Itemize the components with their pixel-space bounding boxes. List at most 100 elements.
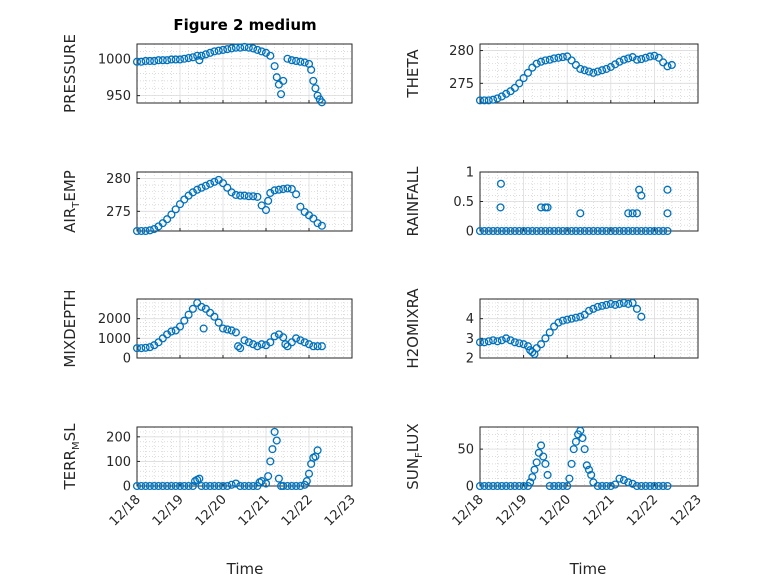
data-point — [236, 191, 245, 200]
data-point — [475, 481, 485, 491]
data-point — [317, 98, 326, 107]
data-point — [563, 481, 572, 491]
data-point — [497, 481, 506, 491]
data-point — [628, 479, 637, 488]
y-tick-label: 0 — [466, 480, 474, 495]
data-point — [550, 481, 559, 491]
data-point — [240, 336, 249, 345]
data-point — [558, 316, 567, 325]
panel-theta: 275 280 THETA — [404, 43, 699, 105]
data-point — [249, 481, 258, 491]
data-point — [628, 226, 637, 236]
y-axis-label: TERRMSL — [61, 423, 82, 491]
data-point — [175, 55, 185, 64]
data-point — [506, 336, 515, 345]
y-tick-label: 1000 — [98, 52, 131, 67]
y-tick-label: 0.5 — [453, 195, 474, 210]
data-point — [244, 192, 253, 201]
data-point — [576, 209, 585, 218]
data-point — [266, 338, 275, 347]
data-point — [249, 192, 258, 201]
data-point — [606, 481, 615, 491]
data-point — [218, 481, 228, 491]
data-point — [234, 342, 243, 351]
data-point — [497, 226, 506, 236]
data-point — [654, 481, 663, 491]
data-point — [188, 481, 197, 491]
data-point — [589, 304, 598, 313]
data-point — [175, 200, 185, 209]
data-point — [528, 473, 537, 482]
data-point — [270, 186, 279, 195]
data-point — [240, 42, 249, 51]
data-point — [593, 481, 602, 491]
data-point — [302, 477, 311, 486]
y-tick-label: 275 — [106, 205, 131, 220]
data-point — [554, 226, 563, 236]
data-point — [287, 184, 296, 194]
data-point — [283, 184, 292, 193]
data-point — [145, 226, 154, 235]
data-point — [195, 56, 204, 65]
data-point — [175, 481, 185, 491]
data-point — [313, 219, 322, 228]
data-point — [598, 301, 607, 310]
data-point — [536, 340, 546, 349]
data-point — [545, 226, 554, 236]
data-point — [563, 226, 572, 236]
data-point — [637, 191, 646, 200]
data-point — [619, 298, 628, 307]
data-point — [582, 461, 591, 470]
data-point — [654, 226, 663, 236]
data-point — [184, 310, 193, 319]
data-point — [632, 209, 642, 218]
data-point — [480, 481, 489, 491]
data-point — [536, 226, 546, 236]
data-point — [632, 304, 642, 313]
data-point — [645, 226, 655, 236]
data-point — [558, 481, 567, 491]
data-point — [264, 196, 273, 205]
data-point — [580, 226, 589, 236]
data-point — [536, 57, 546, 66]
data-point — [641, 226, 650, 236]
axes-box — [136, 171, 353, 232]
data-point — [475, 226, 485, 236]
data-point — [598, 481, 607, 491]
data-point — [201, 481, 210, 491]
data-point — [580, 445, 589, 454]
data-point — [287, 56, 296, 65]
data-point — [550, 226, 559, 236]
data-point — [132, 344, 142, 353]
data-point — [266, 51, 275, 60]
data-point — [550, 54, 559, 63]
data-point — [227, 44, 236, 53]
data-point — [558, 53, 567, 62]
axes-box — [136, 298, 353, 359]
data-point — [611, 60, 620, 69]
data-point — [283, 481, 292, 491]
data-point — [502, 89, 511, 98]
data-point — [637, 55, 646, 64]
x-tick-label: 12/23 — [322, 492, 359, 529]
data-point — [584, 226, 594, 236]
data-point — [632, 226, 642, 236]
data-point — [480, 226, 489, 236]
data-point — [584, 67, 594, 76]
plot-area — [480, 299, 698, 358]
data-point — [489, 226, 498, 236]
data-point — [292, 56, 301, 66]
y-tick-label: 2000 — [98, 312, 131, 327]
data-point — [545, 328, 554, 337]
data-point — [530, 465, 539, 474]
data-point — [545, 481, 554, 491]
data-point — [641, 53, 650, 62]
data-point — [489, 481, 498, 491]
data-point — [270, 427, 279, 436]
data-point — [206, 481, 215, 491]
data-point — [244, 481, 253, 491]
data-point — [218, 45, 228, 54]
data-point — [510, 83, 519, 92]
y-tick-label: 1000 — [98, 332, 131, 347]
